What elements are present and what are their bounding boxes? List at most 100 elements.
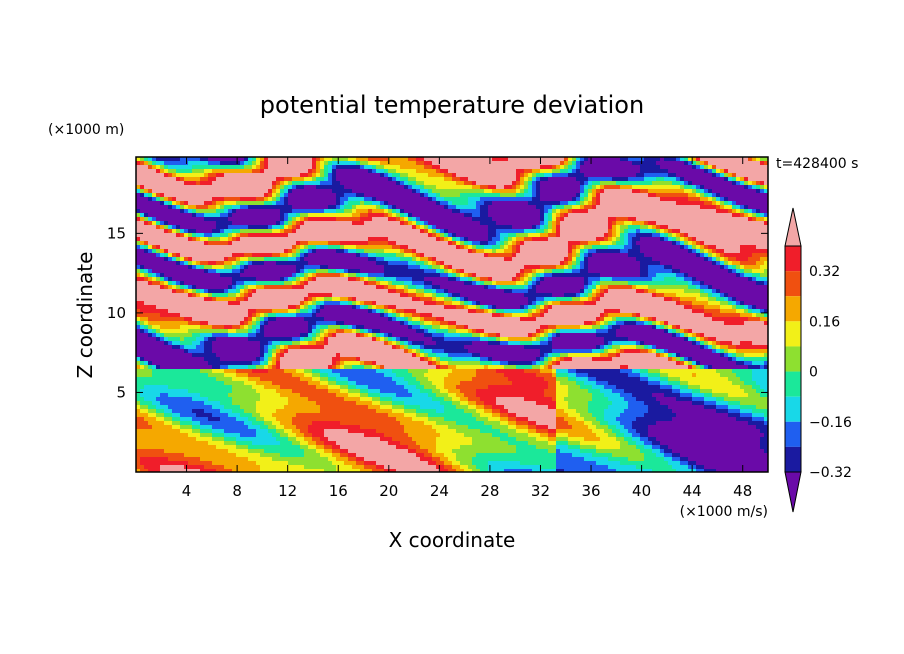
contour-cell — [660, 185, 664, 189]
contour-cell — [460, 189, 464, 193]
contour-cell — [180, 217, 184, 221]
contour-cell — [580, 213, 584, 217]
contour-cell — [448, 173, 452, 177]
contour-cell — [200, 193, 204, 197]
contour-cell — [140, 281, 144, 285]
contour-cell — [476, 265, 480, 269]
contour-cell — [700, 277, 704, 281]
contour-cell — [224, 161, 228, 165]
contour-cell — [508, 229, 512, 233]
contour-cell — [188, 213, 192, 217]
contour-cell — [208, 277, 212, 281]
contour-cell — [380, 237, 384, 241]
contour-cell — [484, 221, 488, 225]
contour-cell — [152, 281, 156, 285]
contour-cell — [632, 253, 636, 257]
contour-cell — [420, 205, 424, 209]
contour-cell — [196, 241, 200, 245]
contour-cell — [316, 197, 320, 201]
contour-cell — [500, 173, 504, 177]
contour-cell — [324, 237, 328, 241]
contour-cell — [672, 161, 676, 165]
contour-cell — [472, 229, 476, 233]
contour-cell — [272, 257, 276, 261]
contour-cell — [160, 169, 164, 173]
contour-cell — [136, 161, 140, 165]
contour-cell — [708, 205, 712, 209]
contour-cell — [544, 157, 548, 161]
contour-cell — [612, 165, 616, 169]
contour-cell — [404, 261, 408, 265]
contour-cell — [452, 201, 456, 205]
contour-cell — [320, 281, 324, 285]
contour-cell — [572, 165, 576, 169]
contour-cell — [372, 257, 376, 261]
contour-cell — [548, 157, 552, 161]
contour-cell — [228, 213, 232, 217]
contour-cell — [304, 281, 308, 285]
contour-cell — [596, 257, 600, 261]
contour-cell — [412, 273, 416, 277]
contour-cell — [256, 161, 260, 165]
contour-cell — [388, 225, 392, 229]
contour-cell — [256, 265, 260, 269]
contour-cell — [256, 197, 260, 201]
contour-cell — [484, 277, 488, 281]
contour-cell — [408, 273, 412, 277]
contour-cell — [632, 213, 636, 217]
contour-cell — [500, 197, 504, 201]
contour-cell — [388, 201, 392, 205]
contour-cell — [420, 209, 424, 213]
contour-cell — [344, 193, 348, 197]
contour-cell — [224, 217, 228, 221]
contour-cell — [584, 277, 588, 281]
contour-cell — [484, 185, 488, 189]
contour-cell — [344, 265, 348, 269]
contour-cell — [468, 233, 472, 237]
contour-cell — [316, 257, 320, 261]
contour-cell — [172, 269, 176, 273]
contour-cell — [144, 181, 148, 185]
contour-cell — [512, 213, 516, 217]
contour-cell — [428, 165, 432, 169]
contour-cell — [552, 181, 556, 185]
contour-cell — [676, 205, 680, 209]
contour-cell — [340, 157, 344, 161]
contour-cell — [248, 165, 252, 169]
contour-cell — [652, 169, 656, 173]
contour-cell — [296, 217, 300, 221]
contour-cell — [576, 217, 580, 221]
contour-cell — [588, 201, 592, 205]
contour-cell — [556, 209, 560, 213]
contour-cell — [764, 277, 768, 281]
contour-cell — [408, 265, 412, 269]
contour-cell — [368, 173, 372, 177]
contour-cell — [536, 201, 540, 205]
contour-cell — [328, 181, 332, 185]
contour-cell — [560, 173, 564, 177]
contour-cell — [640, 221, 644, 225]
contour-cell — [676, 253, 680, 257]
contour-cell — [336, 281, 340, 285]
contour-cell — [728, 217, 732, 221]
contour-cell — [740, 193, 744, 197]
contour-cell — [712, 265, 716, 269]
contour-cell — [740, 173, 744, 177]
contour-cell — [468, 209, 472, 213]
contour-cell — [392, 205, 396, 209]
contour-cell — [680, 229, 684, 233]
contour-cell — [184, 213, 188, 217]
contour-cell — [688, 209, 692, 213]
contour-cell — [584, 273, 588, 277]
contour-cell — [512, 197, 516, 201]
contour-cell — [704, 197, 708, 201]
contour-cell — [748, 185, 752, 189]
contour-cell — [676, 177, 680, 181]
contour-cell — [192, 221, 196, 225]
contour-cell — [208, 209, 212, 213]
contour-cell — [584, 213, 588, 217]
contour-cell — [444, 213, 448, 217]
contour-cell — [304, 253, 308, 257]
contour-cell — [616, 269, 620, 273]
contour-cell — [696, 273, 700, 277]
